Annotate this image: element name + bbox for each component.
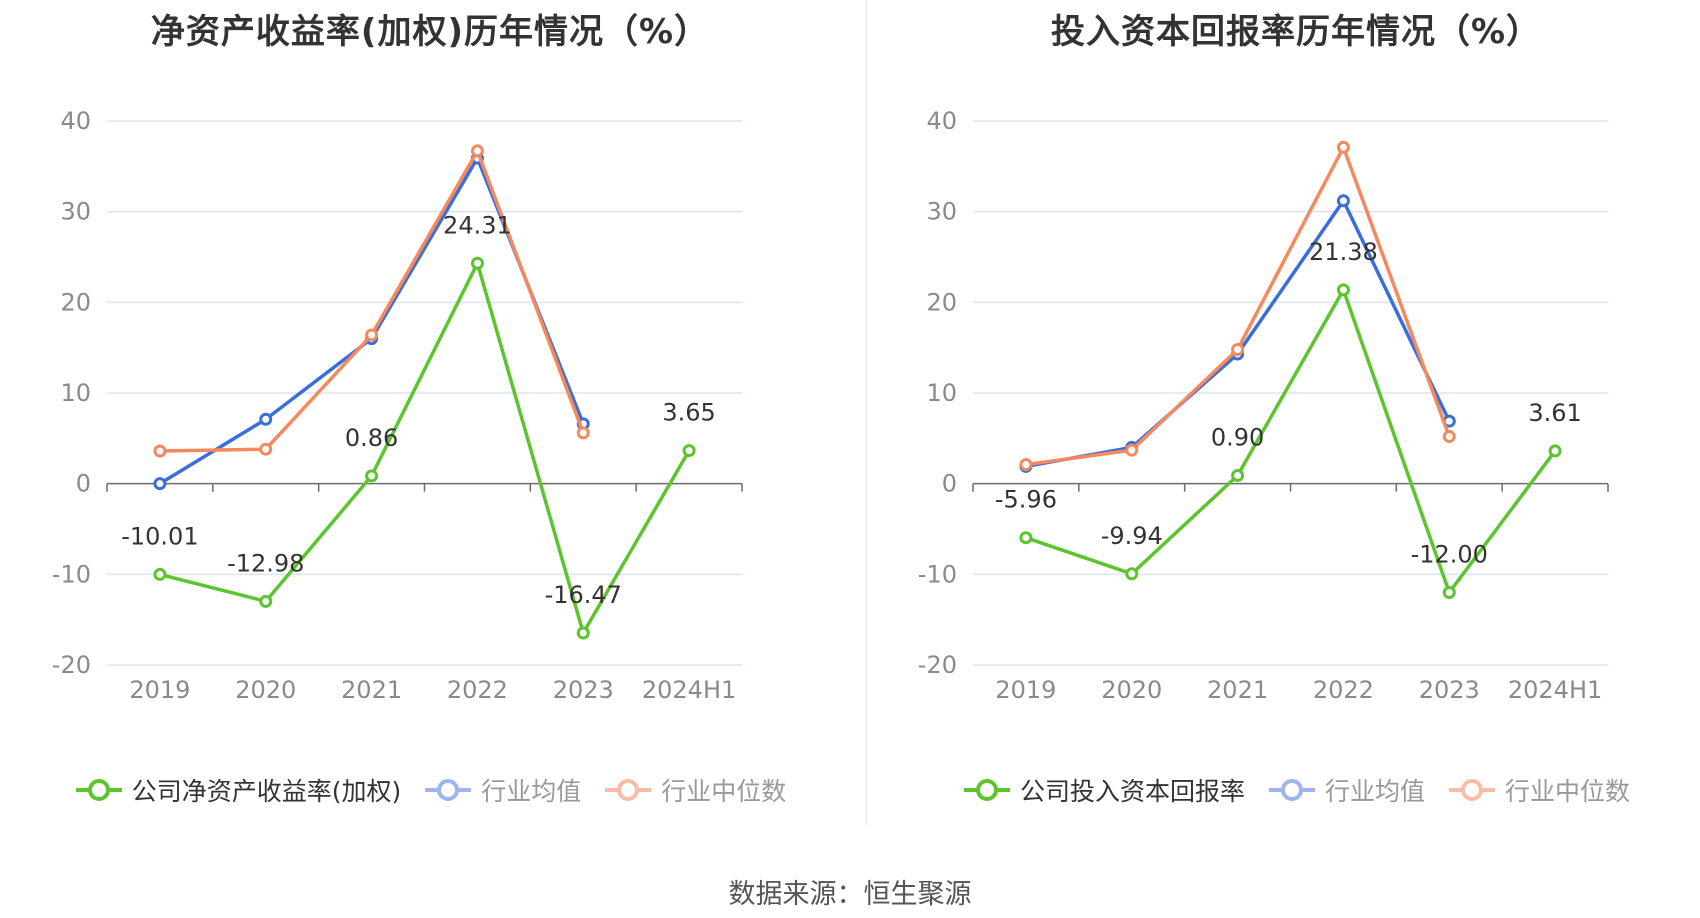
x-tick-label: 2020: [1101, 676, 1162, 704]
legend-median-marker-icon: [605, 779, 652, 801]
data-label: -5.96: [995, 486, 1057, 514]
x-tick-label: 2021: [1207, 676, 1268, 704]
roe-chart-panel: 净资产收益率(加权)历年情况（%） 40 30 20 10 0 -10 -20 2019 202…: [0, 0, 860, 830]
data-label: -10.01: [121, 522, 198, 550]
x-tick-label: 2023: [553, 676, 614, 704]
company-data-point: [1336, 283, 1350, 297]
legend-median-label: 行业中位数: [661, 777, 787, 806]
legend-item-median[interactable]: 行业中位数: [1447, 772, 1630, 808]
legend-avg-label: 行业均值: [481, 777, 582, 806]
data-label: -12.98: [227, 549, 304, 577]
y-tick-label: -10: [918, 560, 957, 588]
y-tick-label: 40: [926, 107, 957, 135]
y-tick-label: 30: [926, 198, 957, 226]
legend-item-company[interactable]: 公司投入资本回报率: [962, 772, 1245, 808]
roic-legend: 公司投入资本回报率 行业均值 行业中位数: [866, 772, 1700, 808]
x-tick-label: 2023: [1419, 676, 1480, 704]
legend-median-marker-icon: [1449, 779, 1495, 801]
roic-chart: 40 30 20 10 0 -10 -20 2019 2020 2021 2022 2023 2024H…: [918, 107, 1609, 704]
median-data-point: [1231, 342, 1245, 356]
legend-company-marker-icon: [963, 779, 1010, 801]
y-tick-label: 0: [942, 470, 957, 498]
company-data-point: [259, 594, 273, 608]
company-data-point: [365, 469, 379, 483]
legend-item-median[interactable]: 行业中位数: [603, 772, 786, 808]
company-data-point: [1125, 567, 1139, 581]
y-tick-label: 10: [60, 379, 91, 407]
legend-company-marker-icon: [75, 779, 122, 801]
y-tick-label: 30: [60, 198, 91, 226]
legend-company-label: 公司投入资本回报率: [1019, 777, 1245, 806]
company-series-line: [159, 261, 691, 635]
median-data-point: [153, 444, 167, 458]
data-label: 0.90: [1211, 424, 1264, 452]
avg-data-point: [1336, 194, 1350, 208]
avg-data-point: [153, 477, 167, 491]
y-tick-label: 10: [926, 379, 957, 407]
legend-avg-label: 行业均值: [1324, 777, 1425, 806]
data-label: -12.00: [1411, 540, 1488, 568]
company-data-point: [153, 567, 167, 581]
x-tick-label: 2020: [235, 676, 296, 704]
median-data-point: [365, 328, 379, 342]
company-data-point: [576, 626, 590, 640]
y-tick-label: 40: [60, 107, 91, 135]
roe-chart: 40 30 20 10 0 -10 -20 2019 2020 2021 2022 2023 2024H…: [52, 107, 743, 704]
data-label: 0.86: [345, 424, 398, 452]
legend-avg-marker-icon: [425, 779, 472, 801]
legend-avg-marker-icon: [1268, 779, 1315, 801]
legend-item-company[interactable]: 公司净资产收益率(加权): [74, 772, 402, 808]
company-data-point: [682, 444, 696, 458]
median-data-point: [1442, 430, 1456, 444]
median-data-point: [1019, 458, 1033, 472]
x-tick-label: 2021: [341, 676, 402, 704]
data-label: -9.94: [1101, 522, 1163, 550]
company-series-line: [1025, 288, 1557, 595]
y-tick-label: 20: [60, 288, 91, 316]
median-data-point: [1336, 140, 1350, 154]
median-data-point: [470, 144, 484, 158]
y-tick-label: -10: [52, 560, 91, 588]
x-tick-label: 2019: [995, 676, 1056, 704]
legend-median-label: 行业中位数: [1505, 777, 1631, 806]
data-label: 24.31: [443, 211, 512, 239]
x-tick-label: 2024H1: [1508, 676, 1602, 704]
x-tick-label: 2024H1: [642, 676, 736, 704]
median-series-line: [1025, 145, 1451, 467]
median-data-point: [259, 442, 273, 456]
x-tick-label: 2022: [1313, 676, 1374, 704]
company-data-point: [1231, 469, 1245, 483]
legend-item-avg[interactable]: 行业均值: [1267, 772, 1425, 808]
y-tick-label: -20: [918, 651, 957, 679]
data-label: 3.61: [1528, 399, 1581, 427]
company-data-point: [1019, 531, 1033, 545]
panel-divider: [866, 0, 867, 825]
data-source-note: 数据来源：恒生聚源: [728, 879, 972, 910]
roe-legend: 公司净资产收益率(加权) 行业均值 行业中位数: [0, 772, 860, 808]
roe-chart-title: 净资产收益率(加权)历年情况（%）: [150, 12, 710, 52]
company-data-point: [470, 256, 484, 270]
x-tick-label: 2019: [129, 676, 190, 704]
legend-item-avg[interactable]: 行业均值: [423, 772, 581, 808]
company-data-point: [1548, 444, 1562, 458]
data-label: -16.47: [545, 581, 622, 609]
legend-company-label: 公司净资产收益率(加权): [131, 777, 402, 806]
company-data-point: [1442, 585, 1456, 599]
y-tick-label: 20: [926, 288, 957, 316]
data-label: 21.38: [1309, 238, 1378, 266]
y-tick-label: -20: [52, 651, 91, 679]
data-label: 3.65: [662, 399, 715, 427]
avg-data-point: [259, 412, 273, 426]
roic-chart-panel: 投入资本回报率历年情况（%） 40 30 20 10 0 -10 -20 2019 2020 20…: [866, 0, 1700, 830]
median-data-point: [1125, 443, 1139, 457]
roic-chart-title: 投入资本回报率历年情况（%）: [1050, 12, 1542, 52]
x-tick-label: 2022: [447, 676, 508, 704]
median-data-point: [576, 426, 590, 440]
y-tick-label: 0: [76, 470, 91, 498]
